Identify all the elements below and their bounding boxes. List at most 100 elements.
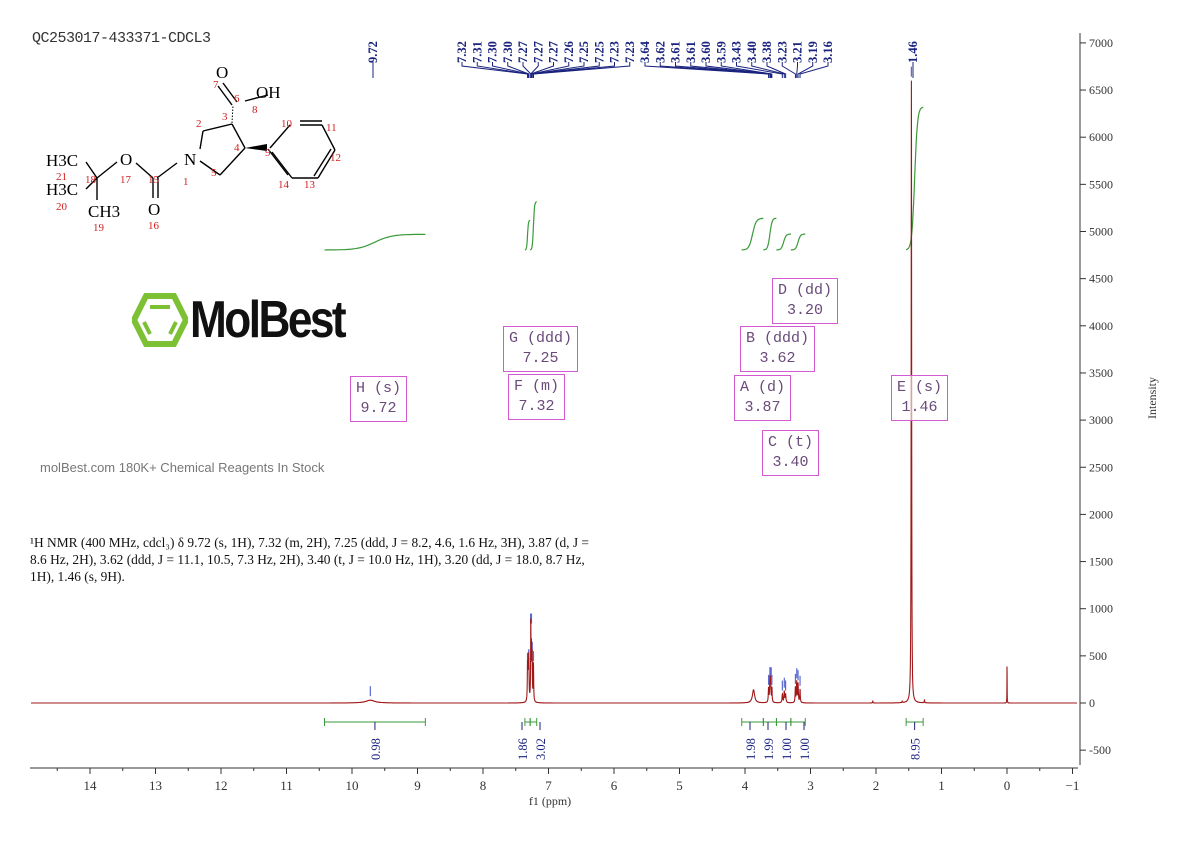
x-tick-label: 8	[480, 778, 487, 793]
peak-label: 3.43	[730, 41, 744, 63]
y-tick-label: 3500	[1089, 366, 1113, 380]
peak-label-leader	[522, 62, 532, 78]
peak-label-leader	[531, 62, 600, 78]
integral-value: 8.95	[909, 738, 923, 760]
atom-number: 5	[211, 167, 217, 179]
atom-oh-8: OH	[256, 83, 281, 102]
x-tick-label: 12	[215, 778, 228, 793]
peak-label-leader	[720, 62, 773, 78]
integral-value: 1.99	[762, 738, 776, 760]
integral-curve	[529, 201, 537, 251]
multiplet-label: F (m)	[514, 378, 560, 395]
multiplet-box-F: F (m) 7.32	[508, 374, 566, 420]
peak-label: 7.30	[501, 41, 515, 63]
atom-number: 17	[120, 174, 132, 186]
peak-label: 7.23	[623, 41, 637, 63]
peak-label: 1.46	[906, 41, 920, 63]
integral-curve	[790, 233, 806, 251]
x-tick-label: 2	[873, 778, 880, 793]
peak-label: 3.38	[760, 41, 774, 63]
atom-h3c-20: H3C	[46, 180, 78, 199]
atom-h3c-21: H3C	[46, 151, 78, 170]
peak-label-leader	[644, 62, 770, 78]
peak-label: 7.30	[486, 41, 500, 63]
y-tick-label: 7000	[1089, 36, 1113, 50]
atom-number: 6	[234, 93, 240, 105]
peak-label: 7.26	[562, 41, 576, 63]
spectrum-title: QC253017-433371-CDCL3	[32, 30, 211, 47]
atom-number: 2	[196, 118, 202, 130]
peak-label-leader	[690, 62, 772, 78]
y-tick-label: 5000	[1089, 225, 1113, 239]
x-tick-label: 6	[611, 778, 618, 793]
watermark-text: molBest.com 180K+ Chemical Reagents In S…	[40, 460, 325, 475]
integral-curve	[763, 217, 777, 251]
atom-ch3-19: CH3	[88, 202, 120, 221]
multiplet-label: C (t)	[768, 434, 814, 451]
atom-number: 3	[222, 111, 228, 123]
peak-label-leader	[675, 62, 772, 78]
x-tick-label: 4	[742, 778, 749, 793]
multiplet-shift: 3.20	[787, 302, 824, 319]
integral-value: 3.02	[534, 738, 548, 760]
peak-label: 7.23	[608, 41, 622, 63]
atom-number: 12	[330, 152, 341, 164]
peak-label: 7.27	[547, 41, 561, 63]
peak-label: 3.62	[653, 41, 667, 63]
watermark-brand: MolBest	[190, 291, 347, 349]
atom-number: 20	[56, 201, 68, 213]
x-tick-label: −1	[1066, 778, 1080, 793]
atom-number: 1	[183, 176, 189, 188]
atom-number: 13	[304, 179, 316, 191]
x-tick-label: 11	[280, 778, 293, 793]
y-tick-label: 1000	[1089, 602, 1113, 616]
peak-label: 7.32	[455, 41, 469, 63]
integral-curve	[324, 233, 426, 251]
multiplet-box-G: G (ddd) 7.25	[503, 326, 579, 372]
multiplet-shift: 7.25	[522, 350, 559, 367]
molbest-logo-icon	[130, 292, 190, 353]
atom-number: 9	[265, 147, 271, 159]
peak-label: 3.23	[775, 41, 789, 63]
peak-label-leader	[461, 62, 529, 78]
peak-label: 7.25	[592, 41, 606, 63]
atom-number: 15	[148, 174, 160, 186]
multiplet-box-B: B (ddd) 3.62	[740, 326, 816, 372]
multiplet-shift: 7.32	[518, 398, 555, 415]
atom-number: 19	[93, 222, 105, 234]
peak-label-leader	[736, 62, 783, 78]
integral-curve	[906, 106, 924, 251]
peak-label: 7.27	[531, 41, 545, 63]
integral-value: 1.00	[780, 738, 794, 760]
y-tick-label: 6000	[1089, 130, 1113, 144]
multiplet-box-C: C (t) 3.40	[762, 430, 820, 476]
multiplet-box-D: D (dd) 3.20	[772, 278, 839, 324]
peak-label-leader	[659, 62, 771, 78]
atom-o-7: O	[216, 63, 228, 82]
integral-value: 1.00	[798, 738, 812, 760]
atom-number: 7	[213, 79, 219, 91]
multiplet-label: D (dd)	[778, 282, 833, 299]
peak-label: 9.72	[366, 41, 380, 63]
y-tick-label: 0	[1089, 696, 1095, 710]
peak-label: 7.25	[577, 41, 591, 63]
x-tick-label: 0	[1004, 778, 1011, 793]
peak-label-leader	[781, 62, 796, 78]
y-tick-label: 2500	[1089, 460, 1113, 474]
peak-label-leader	[530, 62, 570, 78]
y-tick-label: 4000	[1089, 319, 1113, 333]
peak-label-leader	[796, 62, 798, 78]
integral-curve	[776, 233, 792, 251]
y-tick-label: -500	[1089, 743, 1111, 757]
peak-label-leader	[751, 62, 785, 78]
multiplet-shift: 9.72	[360, 400, 397, 417]
peak-label: 3.19	[806, 41, 820, 63]
x-tick-label: 5	[676, 778, 683, 793]
peak-label-leader	[530, 62, 554, 78]
integral-curve	[524, 219, 531, 251]
multiplet-shift: 3.62	[759, 350, 796, 367]
y-tick-label: 6500	[1089, 83, 1113, 97]
multiplet-label: H (s)	[356, 380, 402, 397]
multiplet-label: G (ddd)	[509, 330, 573, 347]
